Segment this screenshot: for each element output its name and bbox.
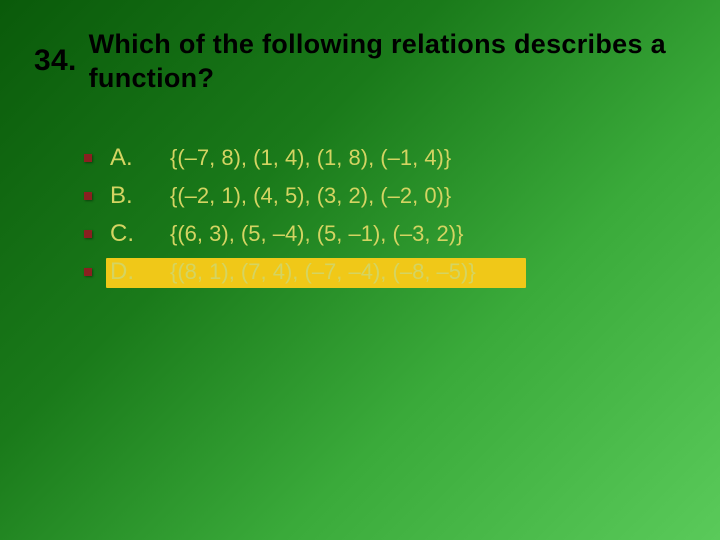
question-number: 34. xyxy=(34,42,77,80)
bullet-icon xyxy=(84,268,92,276)
answer-letter: D. xyxy=(110,258,170,286)
answer-content: B. {(–2, 1), (4, 5), (3, 2), (–2, 0)} xyxy=(110,182,451,210)
answer-content: D. {(8, 1), (7, 4), (–7, –4), (–8, –5)} xyxy=(110,258,476,286)
answer-letter: C. xyxy=(110,220,170,248)
answer-content: C. {(6, 3), (5, –4), (5, –1), (–3, 2)} xyxy=(110,220,463,248)
answer-letter: A. xyxy=(110,144,170,172)
answer-row-c: C. {(6, 3), (5, –4), (5, –1), (–3, 2)} xyxy=(84,220,692,248)
question-header: 34. Which of the following relations des… xyxy=(34,28,692,96)
answer-letter: B. xyxy=(110,182,170,210)
slide-container: 34. Which of the following relations des… xyxy=(0,0,720,540)
question-text: Which of the following relations describ… xyxy=(89,28,692,96)
answer-content: A. {(–7, 8), (1, 4), (1, 8), (–1, 4)} xyxy=(110,144,451,172)
answer-row-a: A. {(–7, 8), (1, 4), (1, 8), (–1, 4)} xyxy=(84,144,692,172)
answer-text: {(–2, 1), (4, 5), (3, 2), (–2, 0)} xyxy=(170,183,451,209)
answer-row-b: B. {(–2, 1), (4, 5), (3, 2), (–2, 0)} xyxy=(84,182,692,210)
answer-text: {(–7, 8), (1, 4), (1, 8), (–1, 4)} xyxy=(170,145,451,171)
answer-text: {(8, 1), (7, 4), (–7, –4), (–8, –5)} xyxy=(170,259,476,285)
bullet-icon xyxy=(84,154,92,162)
answers-list: A. {(–7, 8), (1, 4), (1, 8), (–1, 4)} B.… xyxy=(84,144,692,286)
answer-text: {(6, 3), (5, –4), (5, –1), (–3, 2)} xyxy=(170,221,463,247)
bullet-icon xyxy=(84,230,92,238)
bullet-icon xyxy=(84,192,92,200)
answer-row-d: D. {(8, 1), (7, 4), (–7, –4), (–8, –5)} xyxy=(84,258,692,286)
